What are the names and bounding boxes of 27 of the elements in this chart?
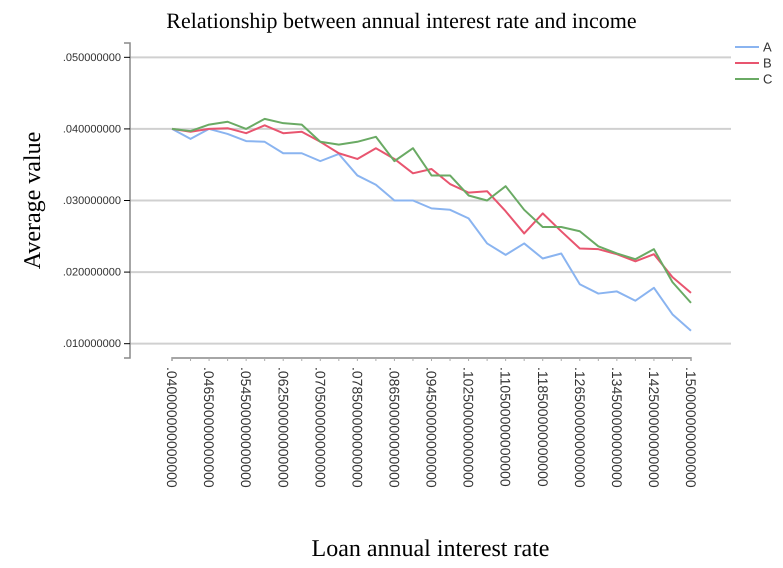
x-tick-label: .126500000000000 bbox=[572, 367, 588, 488]
x-tick-label: .118500000000000 bbox=[534, 367, 551, 487]
x-tick-label: .094500000000000 bbox=[424, 367, 440, 488]
x-tick-label: .134500000000000 bbox=[608, 367, 625, 488]
x-tick-label: .070500000000000 bbox=[312, 367, 328, 488]
y-tick-label: .010000000 bbox=[62, 338, 121, 350]
y-tick-label: .020000000 bbox=[62, 266, 121, 279]
x-tick-label: .086500000000000 bbox=[386, 367, 403, 488]
chart-title: Relationship between annual interest rate and income bbox=[166, 8, 637, 33]
x-tick-label: .110500000000000 bbox=[498, 367, 514, 487]
x-tick-label: .078500000000000 bbox=[349, 367, 366, 488]
line-series bbox=[171, 128, 692, 332]
x-tick-label: .102500000000000 bbox=[460, 367, 477, 488]
x-tick-label: .150000000000000 bbox=[683, 367, 700, 488]
x-tick-label: .054500000000000 bbox=[238, 367, 254, 488]
x-tick-label: .142500000000000 bbox=[646, 367, 662, 488]
x-tick-label: .046500000000000 bbox=[201, 367, 218, 488]
y-tick-label: .030000000 bbox=[62, 195, 121, 208]
legend-label: C bbox=[763, 72, 772, 87]
x-tick-label: .062500000000000 bbox=[275, 367, 292, 488]
x-tick-label: .040000000000000 bbox=[164, 367, 180, 488]
y-axis-title: Average value bbox=[20, 132, 46, 270]
legend-label: A bbox=[763, 40, 772, 55]
legend-label: B bbox=[763, 56, 772, 71]
y-tick-label: .050000000 bbox=[62, 52, 121, 64]
y-tick-label: .040000000 bbox=[62, 123, 121, 136]
x-axis-title: Loan annual interest rate bbox=[312, 536, 550, 562]
